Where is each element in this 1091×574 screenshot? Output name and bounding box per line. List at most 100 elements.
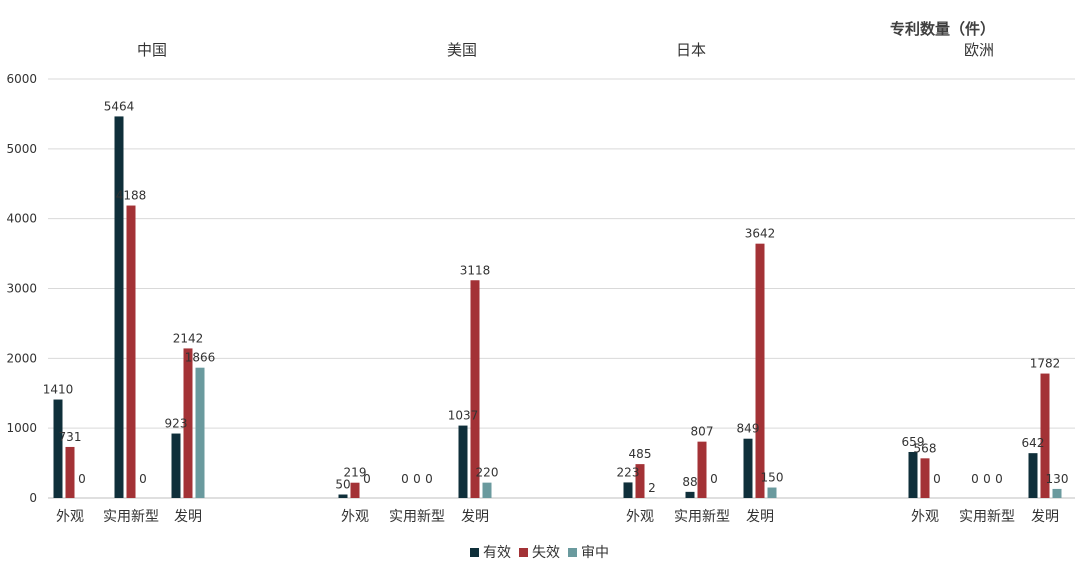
y-tick-label: 6000 <box>6 72 37 86</box>
bar <box>1040 373 1050 498</box>
data-label: 0 <box>413 472 421 486</box>
data-label: 0 <box>139 472 147 486</box>
region-label: 日本 <box>676 41 706 59</box>
category-label: 实用新型 <box>389 509 445 525</box>
bar <box>350 482 360 498</box>
data-label: 219 <box>344 466 367 480</box>
category-labels: 外观 实用新型 发明 外观 实用新型 发明 外观 实用新型 发明 外观 实用新型 发明 <box>56 509 1059 525</box>
bar <box>65 446 75 498</box>
data-label: 4188 <box>116 189 147 203</box>
bar <box>623 482 633 498</box>
region-labels: 中国 美国 日本 欧洲 <box>137 41 994 59</box>
legend-item-valid: 有效 <box>470 542 511 562</box>
category-label: 发明 <box>746 509 774 525</box>
data-label: 223 <box>617 465 640 479</box>
legend-swatch-pending <box>568 547 577 557</box>
data-label: 0 <box>933 472 941 486</box>
y-tick-label: 5000 <box>6 142 37 156</box>
legend-item-invalid: 失效 <box>519 542 560 562</box>
data-label: 88 <box>682 475 697 489</box>
bar <box>743 438 753 498</box>
category-label: 发明 <box>174 509 202 525</box>
data-label: 1037 <box>448 409 479 423</box>
bar <box>53 399 63 498</box>
data-label: 0 <box>995 472 1003 486</box>
data-label: 220 <box>476 466 499 480</box>
category-label: 实用新型 <box>959 509 1015 525</box>
chart-title: 专利数量（件） <box>890 20 996 38</box>
data-label: 0 <box>983 472 991 486</box>
bar <box>126 205 136 498</box>
category-label: 实用新型 <box>674 509 730 525</box>
data-label: 3118 <box>460 263 491 277</box>
data-label: 2142 <box>173 331 204 345</box>
bar <box>470 280 480 498</box>
bar <box>755 243 765 498</box>
y-tick-label: 0 <box>29 491 37 505</box>
legend-item-pending: 审中 <box>568 542 609 562</box>
bar <box>458 425 468 498</box>
category-label: 发明 <box>1031 509 1059 525</box>
bar <box>635 464 645 498</box>
bar <box>920 458 930 498</box>
legend-label-valid: 有效 <box>483 545 511 561</box>
data-label: 1410 <box>43 383 74 397</box>
bar <box>195 367 205 498</box>
gridlines <box>48 78 1075 499</box>
region-label: 欧洲 <box>964 41 994 59</box>
data-label: 659 <box>902 435 925 449</box>
data-label: 807 <box>691 425 714 439</box>
bar <box>908 451 918 498</box>
category-label: 外观 <box>626 509 654 525</box>
region-label: 中国 <box>137 41 167 59</box>
bar <box>338 494 348 498</box>
bar <box>697 441 707 498</box>
bar <box>767 487 777 498</box>
data-label: 3642 <box>745 227 776 241</box>
data-label: 568 <box>914 441 937 455</box>
y-tick-label: 1000 <box>6 421 37 435</box>
data-label: 150 <box>761 471 784 485</box>
category-label: 外观 <box>341 509 369 525</box>
bar <box>482 482 492 498</box>
data-label: 0 <box>971 472 979 486</box>
data-label: 485 <box>629 447 652 461</box>
legend-swatch-valid <box>470 547 479 557</box>
data-label: 642 <box>1022 436 1045 450</box>
data-label: 5464 <box>104 99 135 113</box>
category-label: 外观 <box>56 509 84 525</box>
data-label: 0 <box>401 472 409 486</box>
data-label: 0 <box>425 472 433 486</box>
bar <box>114 116 124 498</box>
data-label: 1866 <box>185 351 216 365</box>
bar <box>1052 488 1062 498</box>
legend-label-invalid: 失效 <box>532 545 560 561</box>
data-label: 50 <box>335 478 350 492</box>
legend-swatch-invalid <box>519 547 528 557</box>
bar <box>1028 453 1038 498</box>
category-label: 发明 <box>461 509 489 525</box>
bar <box>685 491 695 498</box>
bar <box>171 433 181 498</box>
data-label: 731 <box>59 430 82 444</box>
y-tick-label: 4000 <box>6 212 37 226</box>
y-tick-label: 2000 <box>6 351 37 365</box>
category-label: 外观 <box>911 509 939 525</box>
y-tick-label: 3000 <box>6 282 37 296</box>
data-label: 849 <box>737 422 760 436</box>
category-label: 实用新型 <box>103 509 159 525</box>
legend: 有效 失效 审中 <box>470 542 609 562</box>
bars <box>53 116 1062 498</box>
legend-label-pending: 审中 <box>581 545 609 561</box>
data-label: 0 <box>78 472 86 486</box>
data-label: 2 <box>648 481 656 495</box>
bar <box>183 348 193 498</box>
region-label: 美国 <box>447 41 477 59</box>
data-label: 130 <box>1046 472 1069 486</box>
y-axis-tick-labels: 0 1000 2000 3000 4000 5000 6000 <box>6 72 37 505</box>
data-label: 0 <box>363 472 371 486</box>
data-label: 1782 <box>1030 357 1061 371</box>
data-label: 923 <box>165 417 188 431</box>
